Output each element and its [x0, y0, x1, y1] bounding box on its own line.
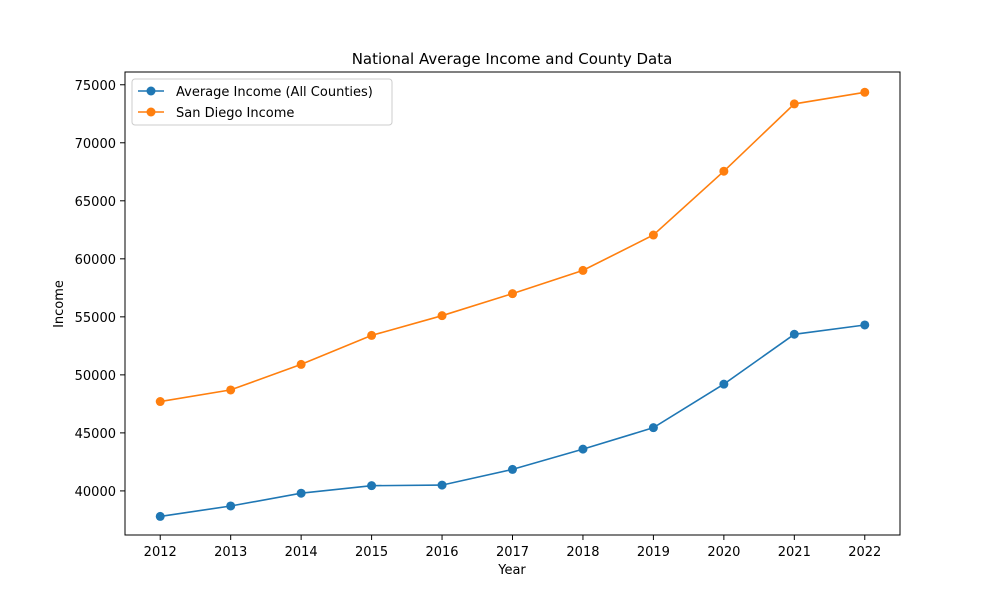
x-tick-label: 2015	[355, 545, 388, 560]
x-tick-label: 2021	[778, 545, 811, 560]
y-tick-label: 70000	[75, 137, 116, 152]
x-tick-label: 2017	[496, 545, 529, 560]
data-point	[296, 359, 306, 369]
data-point	[648, 423, 658, 433]
data-point	[648, 230, 658, 240]
data-point	[437, 311, 447, 321]
data-point	[508, 464, 517, 474]
series-1	[155, 87, 870, 407]
y-tick-label: 65000	[75, 195, 116, 210]
legend-marker	[146, 86, 156, 96]
data-point	[226, 385, 236, 395]
data-point	[508, 289, 517, 299]
data-point	[155, 397, 165, 407]
y-axis-label: Income	[52, 280, 67, 328]
y-tick-label: 40000	[75, 485, 116, 500]
legend-box	[131, 78, 393, 126]
legend-entry: Average Income (All Counties)	[138, 85, 373, 100]
x-tick-label: 2019	[637, 545, 670, 560]
x-tick-label: 2012	[144, 545, 177, 560]
x-axis-label: Year	[497, 563, 526, 578]
data-point	[226, 501, 236, 511]
data-point	[578, 265, 588, 275]
x-tick-label: 2022	[848, 545, 881, 560]
legend: Average Income (All Counties) San Diego I…	[131, 78, 393, 126]
x-tick-label: 2014	[285, 545, 318, 560]
y-tick-label: 75000	[75, 79, 116, 94]
data-point	[860, 320, 870, 330]
x-tick-label: 2020	[707, 545, 740, 560]
legend-entry: San Diego Income	[138, 106, 294, 121]
y-tick-label: 60000	[75, 253, 116, 268]
series-0	[155, 320, 870, 521]
y-tick-label: 45000	[75, 427, 116, 442]
data-point	[860, 87, 870, 97]
data-point	[367, 330, 377, 340]
series-layer	[155, 87, 870, 521]
x-axis: 2012 2013 2014 2015 2016 2017 2018 2019 2020 2021…	[144, 535, 881, 560]
series-line	[160, 91, 865, 403]
plot-area: 2012 2013 2014 2015 2016 2017 2018 2019 2020 2021…	[75, 71, 901, 560]
x-tick-label: 2013	[214, 545, 247, 560]
data-point	[789, 329, 799, 339]
data-point	[578, 444, 588, 454]
legend-label: San Diego Income	[176, 106, 294, 121]
data-point	[296, 488, 306, 498]
data-point	[367, 481, 377, 491]
x-tick-label: 2018	[566, 545, 599, 560]
chart-title: National Average Income and County Data	[352, 50, 673, 68]
y-axis: 40000 45000 50000 55000 60000 65000 70000 75000	[75, 79, 125, 500]
y-tick-label: 55000	[75, 311, 116, 326]
y-tick-label: 50000	[75, 369, 116, 384]
data-point	[719, 166, 729, 176]
x-tick-label: 2016	[425, 545, 458, 560]
legend-marker	[146, 107, 156, 117]
data-point	[437, 480, 447, 490]
series-line	[160, 324, 865, 518]
data-point	[789, 99, 799, 109]
data-point	[719, 379, 729, 389]
legend-label: Average Income (All Counties)	[176, 85, 373, 100]
data-point	[155, 511, 165, 521]
